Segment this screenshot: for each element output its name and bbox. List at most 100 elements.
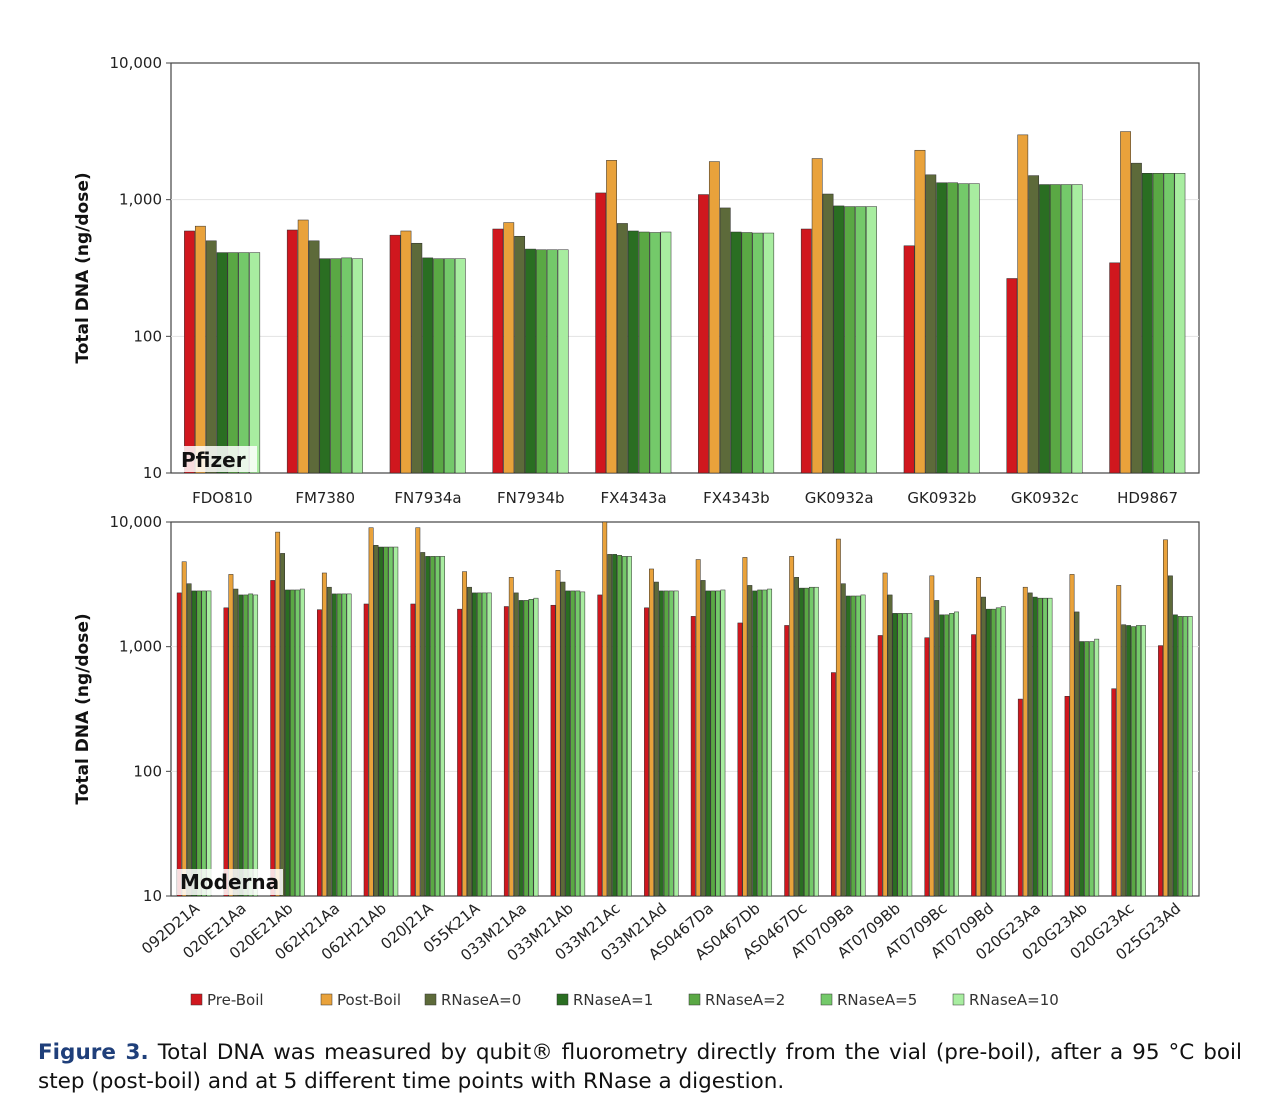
moderna-bar [513,592,519,897]
moderna-panel-label: Moderna [180,870,279,894]
pfizer-bar [454,258,466,474]
moderna-bar [580,591,586,897]
legend-swatch [320,993,333,1006]
moderna-bar [949,613,954,897]
moderna-bar [1131,626,1136,897]
moderna-bar [668,590,674,897]
pfizer-bar [319,258,331,474]
moderna-bar [570,590,576,897]
moderna-bar [373,545,379,897]
moderna-bar [1126,625,1132,897]
moderna-y-tick-label: 100 [133,762,162,780]
pfizer-bar [649,232,661,474]
moderna-bar [1079,641,1085,897]
moderna-bar [228,574,234,897]
moderna-bars [176,521,1193,897]
moderna-bar [1037,597,1043,897]
figure-caption-label: Figure 3. [38,1040,149,1065]
pfizer-bar [1060,184,1072,474]
pfizer-panel-label: Pfizer [181,448,246,472]
pfizer-x-tick-label: FN7934a [394,489,461,507]
moderna-bar [907,613,913,897]
moderna-bar [1027,592,1033,897]
pfizer-bar [227,252,239,474]
moderna-bar [472,592,477,897]
moderna-bar [954,611,959,897]
moderna-bar [275,531,281,897]
moderna-bar [176,592,182,897]
figure-caption: Figure 3. Total DNA was measured by qubi… [38,1038,1242,1096]
pfizer-bar [194,225,206,474]
pfizer-bar [308,240,320,474]
moderna-bar [533,597,539,897]
pfizer-bar [595,192,607,474]
moderna-y-tick-label: 10,000 [110,513,163,531]
moderna-bar [1172,614,1178,897]
pfizer-bar [638,231,650,474]
moderna-bar [887,594,893,897]
moderna-bar [1121,624,1127,897]
pfizer-bar [719,207,731,474]
moderna-bar [673,590,679,897]
moderna-bar [1167,575,1173,897]
moderna-bar [720,589,726,897]
moderna-bar [607,554,613,897]
pfizer-bar [389,234,401,474]
pfizer-bar [1006,278,1018,474]
moderna-x-ticks: 092D21A020E21Aa020E21Ab062H21Aa062H21Ab0… [138,899,1184,965]
legend-swatch [190,993,203,1006]
moderna-bar [243,594,249,897]
moderna-bar [597,594,603,897]
moderna-bar [201,590,207,897]
moderna-bar [523,600,529,897]
pfizer-bar [914,149,926,474]
moderna-bar [1074,611,1080,897]
legend-swatch [820,993,833,1006]
pfizer-bar [525,248,536,474]
moderna-bar [939,614,945,897]
moderna-bar [1069,574,1075,897]
moderna-bar [393,546,399,897]
pfizer-bar [503,222,515,474]
moderna-bar [299,588,305,897]
moderna-bar [1182,616,1188,897]
legend-label: RNaseA=0 [441,991,521,1009]
pfizer-bar [822,193,834,474]
pfizer-bar [297,219,309,474]
moderna-bar [986,608,991,897]
pfizer-x-tick-label: FDO810 [192,489,253,507]
pfizer-bar [422,257,434,474]
legend-label: Post-Boil [337,991,401,1009]
legend-label: RNaseA=1 [573,991,653,1009]
pfizer-bar [958,183,969,474]
moderna-bar [747,585,753,897]
moderna-bar [440,556,445,897]
pfizer-x-tick-label: FM7380 [295,489,355,507]
moderna-bar [976,577,981,897]
moderna-bar [486,592,492,897]
moderna-bar [710,590,716,897]
legend-swatch [424,993,437,1006]
pfizer-bar [925,174,937,474]
legend-swatch [952,993,965,1006]
pfizer-x-tick-label: HD9867 [1117,489,1178,507]
pfizer-bar [546,249,558,474]
pfizer-bars [184,131,1186,474]
moderna-bar [845,595,851,897]
pfizer-bar [352,258,363,474]
moderna-bar [860,594,866,897]
moderna-bar [658,590,664,897]
moderna-bar [1089,641,1095,897]
moderna-bar [902,613,908,897]
moderna-bar [248,593,254,897]
pfizer-bar [1028,175,1040,474]
moderna-bar [799,587,804,897]
moderna-bar [420,552,426,897]
moderna-bar [882,572,888,897]
pfizer-bar [811,158,823,474]
pfizer-bar [660,231,672,474]
moderna-bar [855,595,861,897]
moderna-bar [649,568,654,897]
pfizer-chart: 10 100 1,000 10,000 FDO810 FM7380 FN7934a FN79… [73,54,1200,507]
moderna-bar [410,603,416,897]
